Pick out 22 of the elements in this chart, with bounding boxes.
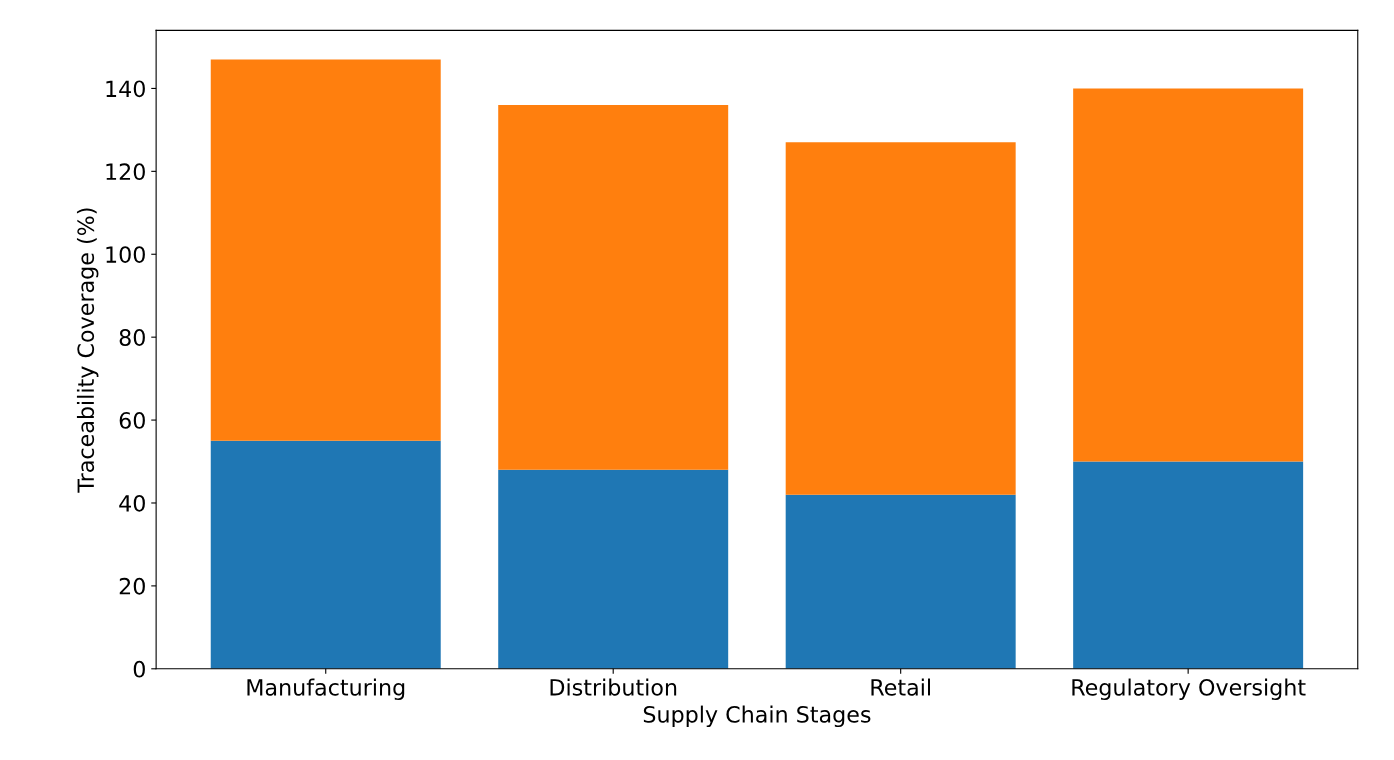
bar	[210, 59, 441, 441]
y-tick-label: 0	[133, 660, 145, 678]
x-tick-label: Retail	[871, 678, 930, 696]
y-tick-label: 120	[106, 163, 145, 181]
x-tick-label: Distribution	[550, 678, 677, 696]
y-tick-label: 100	[106, 246, 145, 264]
y-tick-label: 20	[119, 577, 145, 595]
y-axis-title: Traceability Coverage (%)	[76, 208, 99, 493]
bar	[498, 469, 729, 669]
bar	[1073, 88, 1304, 462]
bar	[785, 494, 1016, 669]
x-tick-label: Regulatory Oversight	[1072, 678, 1306, 701]
bar	[1073, 461, 1304, 669]
bar	[498, 105, 729, 470]
bar	[210, 440, 441, 669]
bar	[785, 142, 1016, 495]
x-tick-label: Manufacturing	[247, 678, 405, 701]
x-axis-title: Supply Chain Stages	[643, 705, 871, 728]
y-tick-label: 60	[119, 412, 145, 429]
y-tick-label: 80	[119, 329, 145, 346]
y-tick-label: 40	[119, 494, 145, 512]
y-tick-label: 140	[106, 80, 145, 98]
